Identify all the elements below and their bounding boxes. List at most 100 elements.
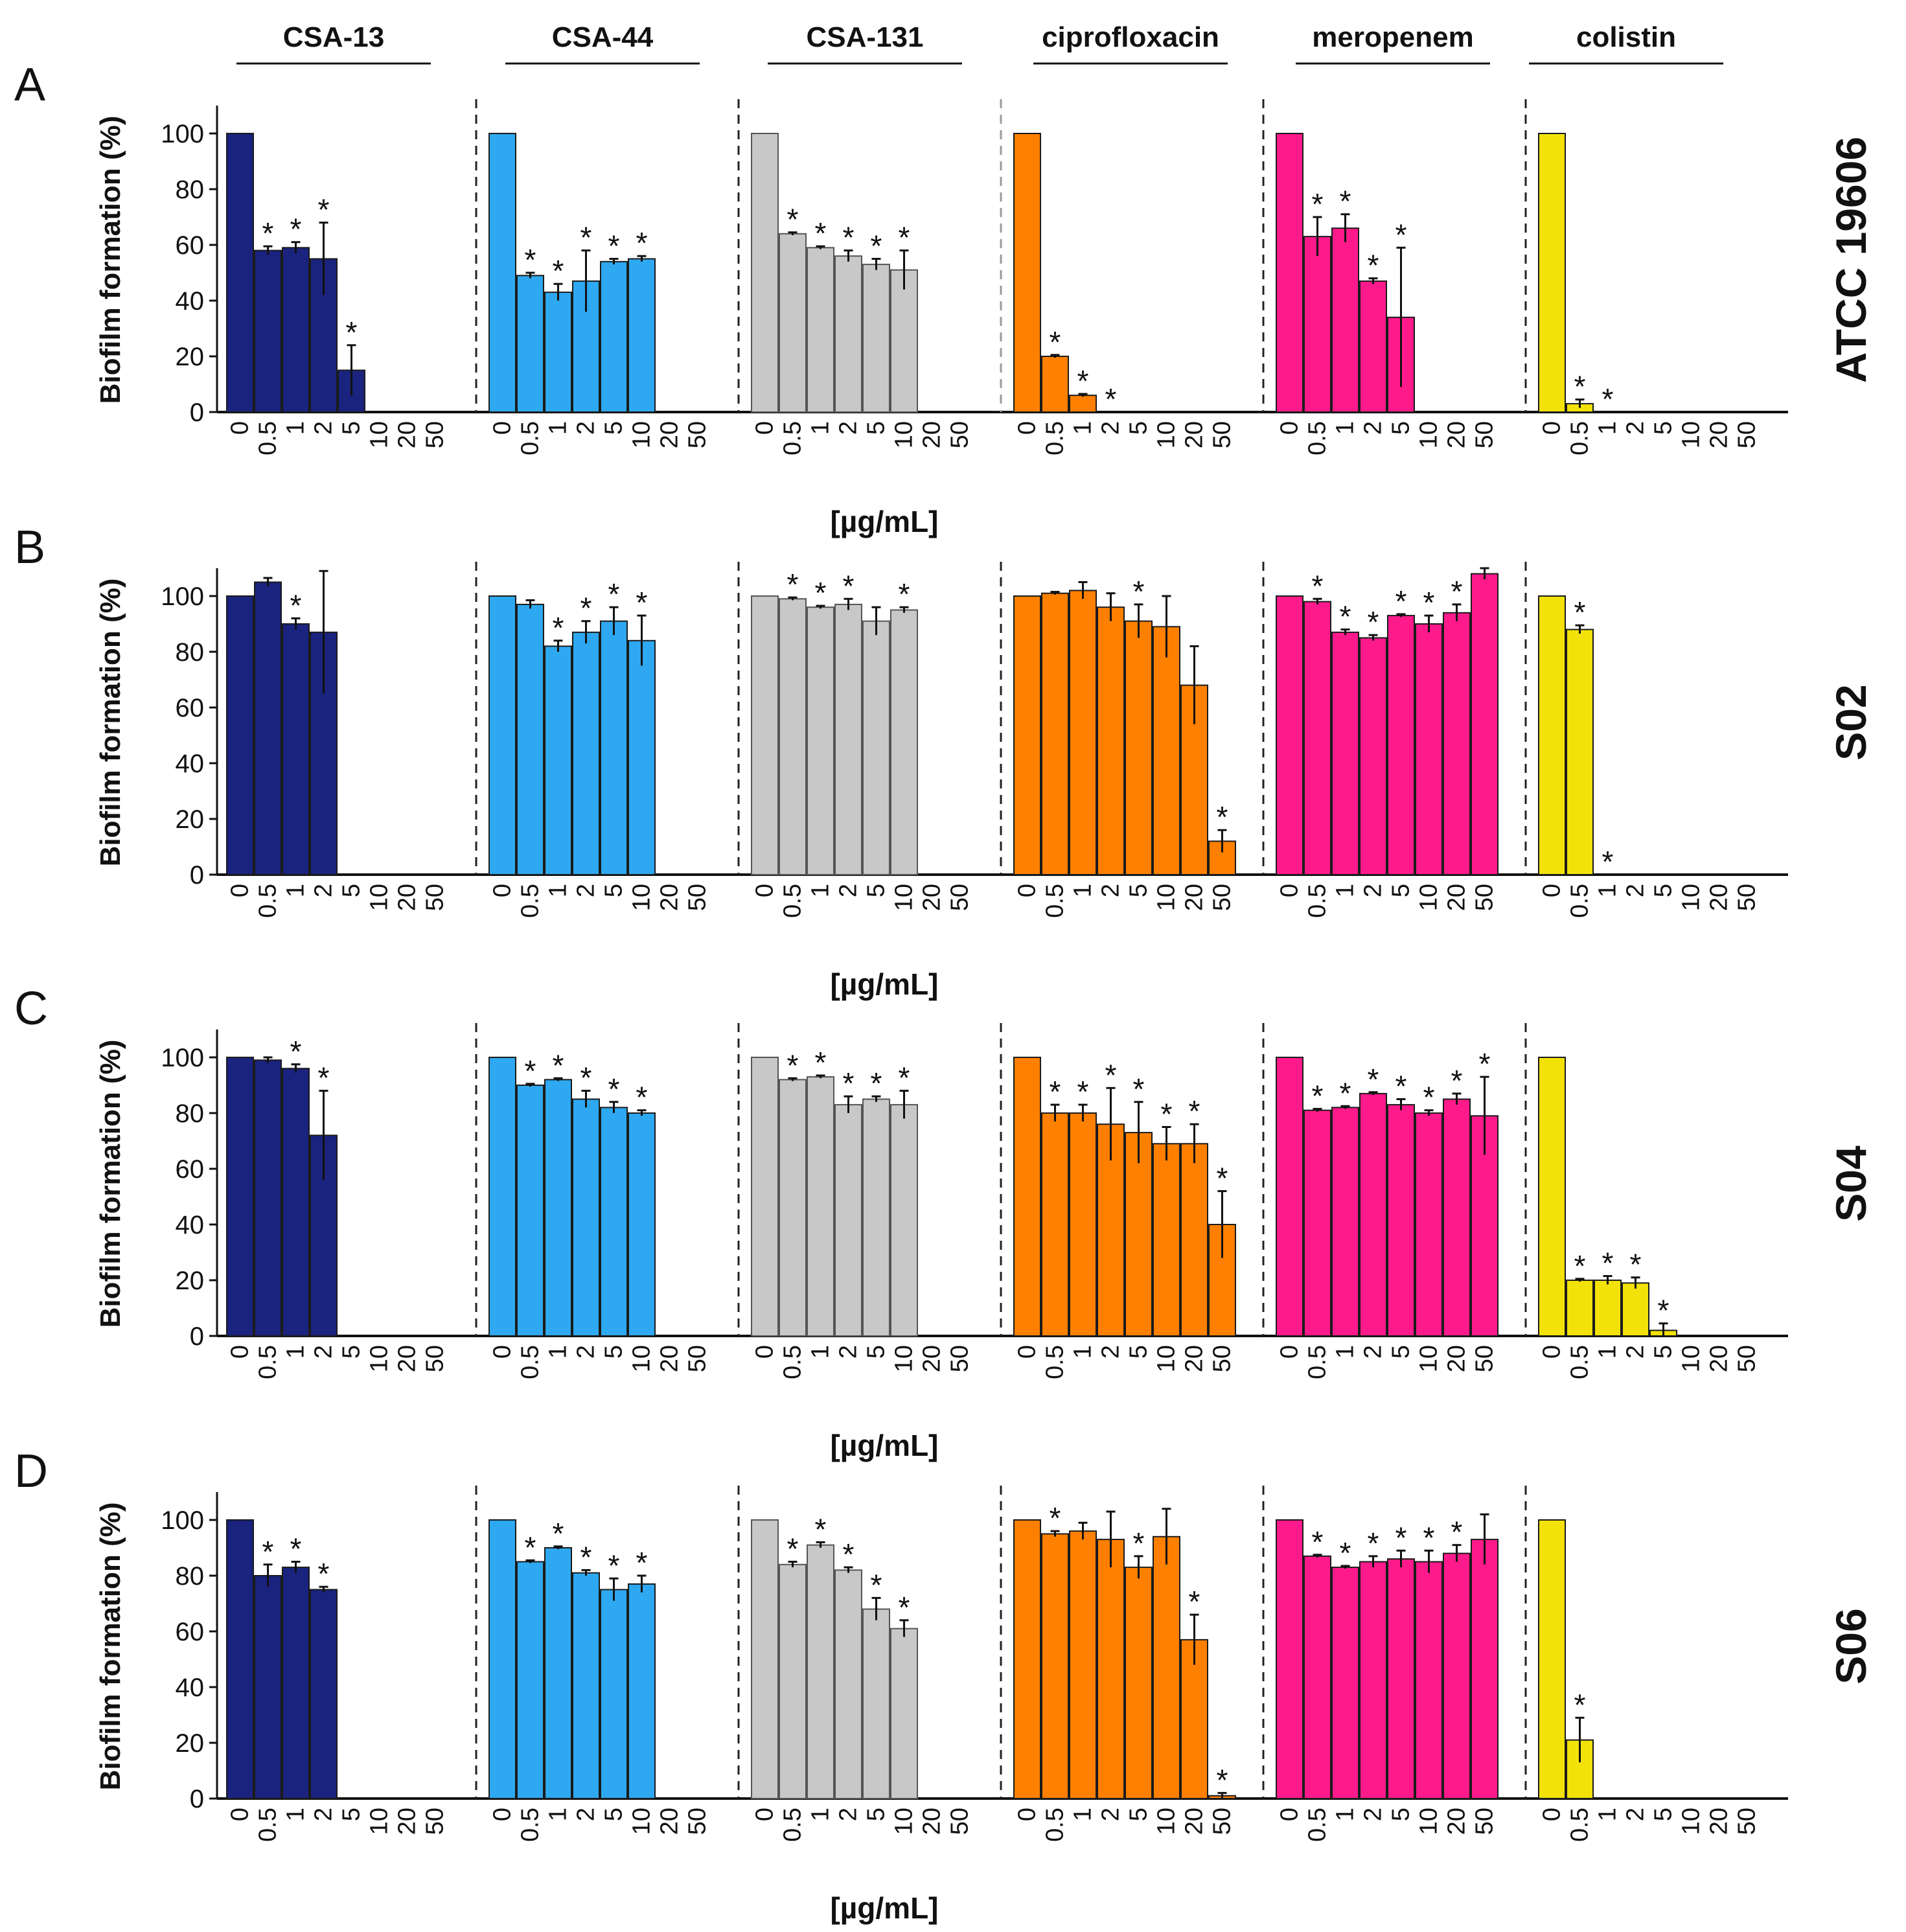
panel-letter: A [14,59,45,111]
significance-mark: * [1050,1075,1061,1109]
x-tick-label: 2 [1622,1808,1649,1821]
x-axis-label: [µg/mL] [830,1891,938,1925]
x-tick-label: 0.5 [517,421,544,455]
x-tick-label: 2 [1360,1345,1387,1359]
significance-mark: * [1423,1521,1435,1554]
x-tick-label: 1 [282,1808,310,1821]
column-header-label: colistin [1576,21,1676,53]
series-CSA-13: 0 * 0.5 * 1 * 2 5 10 20 50 [226,1519,449,1842]
bar [1303,601,1331,875]
significance-mark: * [1312,1079,1324,1113]
x-tick-label: 0.5 [779,1808,807,1842]
y-tick-label: 40 [176,1673,205,1702]
x-tick-label: 50 [1471,421,1498,448]
y-tick-label: 20 [176,805,205,834]
bar [516,603,544,876]
significance-mark: * [787,203,799,236]
column-header: colistin [1529,21,1723,65]
x-tick-label: 5 [338,421,365,435]
bar [282,1068,310,1337]
bar [1359,1561,1387,1799]
x-tick-label: 10 [1153,1345,1180,1372]
x-tick-label: 5 [863,421,890,435]
y-tick-label: 0 [190,1785,204,1813]
bar [1538,1057,1566,1337]
x-tick-label: 0.5 [517,884,544,918]
x-tick-label: 1 [807,421,834,435]
bar [807,1076,834,1337]
significance-mark: * [318,1557,330,1591]
significance-mark: * [899,577,910,611]
y-tick-label: 60 [176,1155,205,1184]
x-tick-label: 50 [1209,884,1236,911]
x-tick-label: 1 [807,1808,834,1821]
x-tick-label: 1 [1594,884,1622,897]
x-tick-label: 10 [628,421,656,448]
x-tick-label: 0 [1539,421,1566,435]
x-tick-label: 20 [1706,421,1733,448]
x-tick-label: 1 [545,1808,572,1821]
column-header: CSA-131 [768,21,962,65]
x-tick-label: 20 [919,1345,946,1372]
bar [488,133,516,413]
bar [1069,1112,1097,1337]
x-tick-label: 10 [366,1345,393,1372]
significance-mark: * [1602,1247,1614,1280]
x-tick-label: 2 [573,884,600,897]
significance-mark: * [1217,1161,1228,1195]
x-tick-label: 5 [601,884,628,897]
bar [516,1561,544,1799]
significance-mark: * [290,213,302,246]
x-tick-label: 50 [422,1808,449,1835]
x-tick-label: 0 [752,884,779,897]
bar [779,233,807,413]
significance-mark: * [1395,1070,1407,1103]
bar [1153,1143,1180,1337]
panel-letter: C [14,983,48,1035]
significance-mark: * [1574,595,1586,629]
x-tick-label: 50 [422,1345,449,1372]
significance-mark: * [1368,1063,1379,1096]
y-tick-label: 40 [176,287,205,316]
significance-mark: * [1479,1047,1491,1081]
bar [544,1547,572,1799]
x-tick-label: 0 [1539,1345,1566,1359]
significance-mark: * [1368,1526,1379,1560]
series-CSA-44: 0 0.5 * 1 * 2 * 5 * 10 20 50 [488,577,711,918]
bar [1125,1567,1153,1800]
significance-mark: * [1133,575,1145,608]
x-tick-label: 50 [1209,1808,1236,1835]
panel-letter: D [14,1445,48,1497]
bar [1069,590,1097,876]
series-CSA-44: 0 * 0.5 * 1 * 2 * 5 * 10 20 50 [488,1517,711,1842]
significance-mark: * [553,1517,564,1550]
x-axis-label: [µg/mL] [830,967,938,1001]
y-axis-label: Biofilm formation (%) [95,116,126,404]
bar [862,1608,890,1800]
bar [282,1567,310,1800]
x-tick-label: 20 [1443,1345,1471,1372]
x-tick-label: 10 [1678,1808,1705,1835]
y-tick-label: 60 [176,1618,205,1646]
x-tick-label: 0.5 [517,1345,544,1379]
bar [751,133,779,413]
series-CSA-131: 0 * 0.5 * 1 * 2 * 5 * 10 20 50 [751,1046,974,1379]
x-tick-label: 20 [919,421,946,448]
x-tick-label: 0.5 [779,421,807,455]
bar [890,1627,918,1799]
significance-mark: * [608,229,620,263]
x-tick-label: 0 [1014,1808,1041,1821]
x-tick-label: 0.5 [1042,884,1069,918]
significance-mark: * [290,1532,302,1566]
x-tick-label: 1 [545,1345,572,1359]
strain-label: ATCC 19606 [1827,137,1875,383]
y-tick-label: 60 [176,231,205,260]
x-tick-label: 20 [394,1808,421,1835]
bar [834,1569,862,1799]
x-tick-label: 10 [1416,421,1443,448]
y-tick-label: 0 [190,398,204,427]
bar [254,249,282,413]
strain-label: S06 [1827,1608,1875,1684]
bar [751,1519,779,1799]
